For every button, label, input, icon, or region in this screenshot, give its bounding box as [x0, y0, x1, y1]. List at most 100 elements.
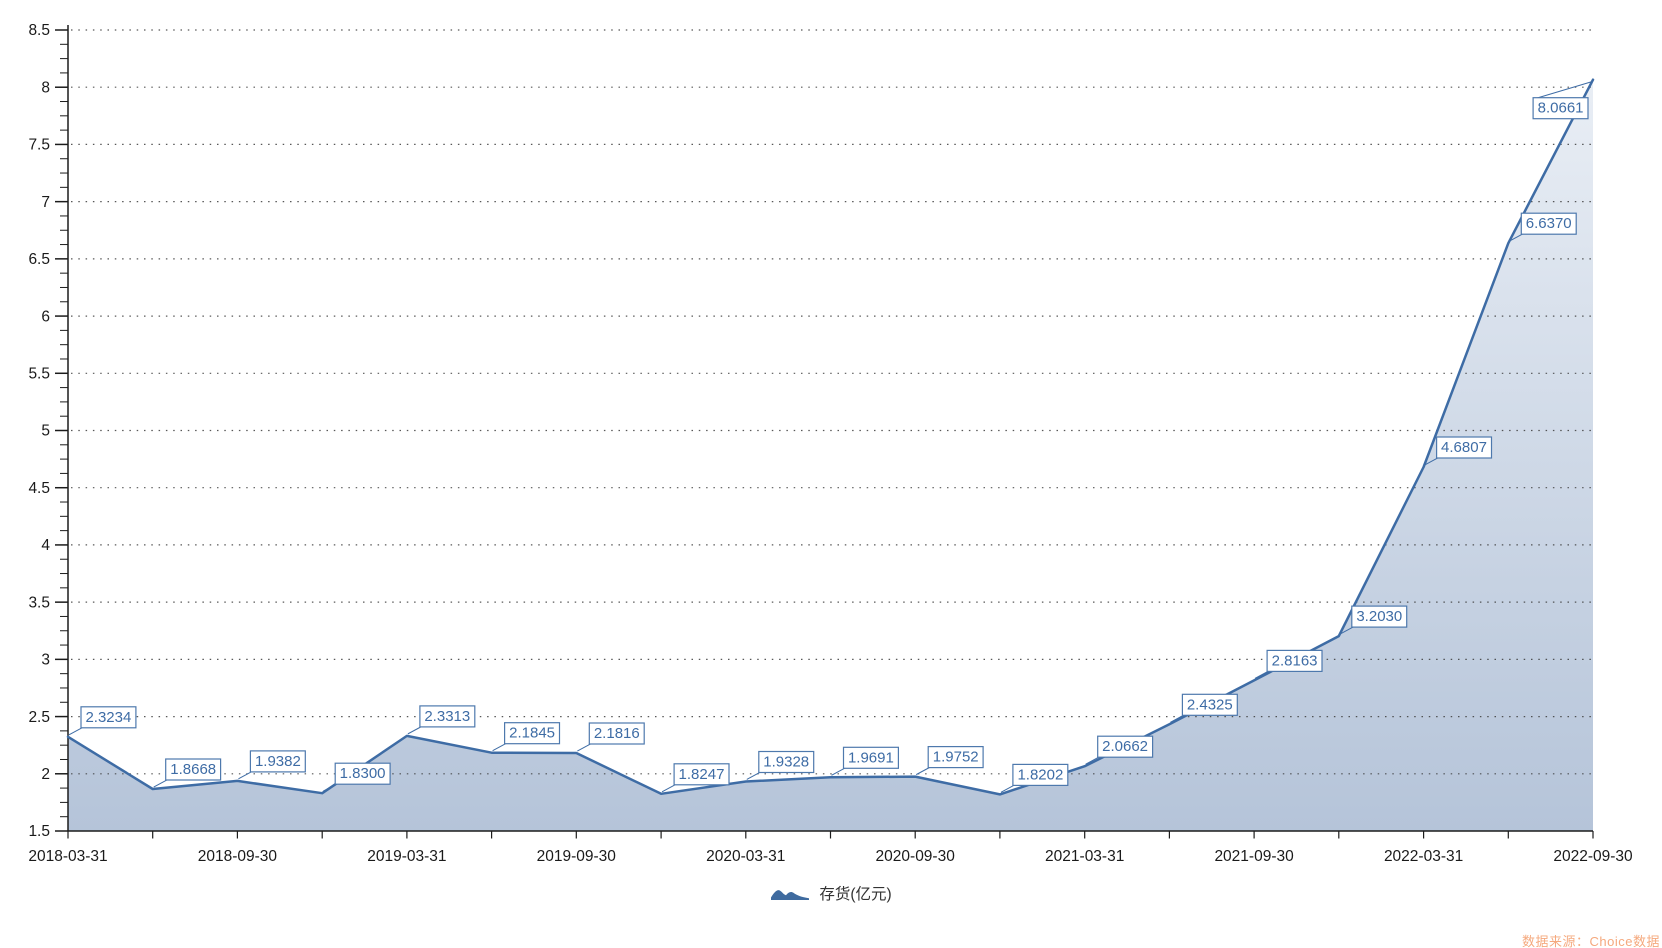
legend-item-inventory[interactable]: 存货(亿元)	[770, 882, 892, 904]
data-point-label-text: 8.0661	[1538, 100, 1584, 117]
axes: 1.5 2 2.5 3 3.5 4 4.5 5 5.5 6 6.5 7 7.5 8 8.5 2018-03-3…	[28, 22, 1633, 865]
label-leader-line	[1000, 784, 1015, 793]
data-point-label-text: 1.9328	[763, 754, 809, 771]
label-leader-line	[746, 772, 761, 780]
data-point-label: 2.8163	[1254, 649, 1323, 679]
x-axis-tick-label: 2019-03-31	[367, 848, 446, 865]
data-point-label-box	[1351, 605, 1408, 628]
label-leader-line	[153, 779, 167, 788]
y-axis-tick-label: 4	[41, 537, 50, 554]
data-point-label: 4.6807	[1424, 436, 1493, 466]
data-point-label: 1.8300	[322, 762, 391, 792]
label-leader-line	[577, 743, 591, 752]
data-point-label: 1.9752	[915, 745, 984, 776]
legend-label: 存货(亿元)	[819, 886, 892, 903]
data-point-label: 1.8668	[153, 758, 222, 788]
label-leader-line	[1085, 756, 1099, 765]
x-axis-tick-label: 2018-09-30	[198, 848, 278, 865]
label-leader-line	[831, 767, 845, 776]
data-point-label-text: 2.3313	[424, 708, 470, 725]
data-point-label-box	[1012, 763, 1069, 787]
data-point-label-box	[1266, 649, 1323, 673]
data-point-label-text: 2.8163	[1272, 652, 1318, 669]
data-point-label: 6.6370	[1509, 212, 1577, 242]
label-leader-line	[915, 767, 930, 776]
y-axis-tick-label: 4.5	[28, 480, 50, 497]
data-point-label: 1.9328	[746, 750, 815, 780]
label-leader-line	[1170, 714, 1184, 723]
data-point-label-text: 1.8202	[1017, 766, 1063, 783]
label-leader-line	[1339, 626, 1354, 635]
data-point-label-text: 1.9382	[255, 753, 301, 770]
series-area	[68, 79, 1593, 831]
data-point-label: 2.3234	[68, 706, 137, 736]
data-point-label-box	[1435, 436, 1493, 459]
x-axis-tick-label: 2018-03-31	[28, 848, 107, 865]
y-axis-tick-label: 6	[41, 308, 50, 325]
area-series-icon	[771, 889, 810, 900]
y-axis-tick-label: 6.5	[28, 251, 50, 268]
y-axis-tick-label: 5	[41, 423, 50, 440]
data-point-label-text: 6.6370	[1526, 215, 1572, 232]
label-leader-line	[1254, 670, 1269, 679]
data-point-label-box	[588, 722, 645, 745]
data-point-label-text: 1.8300	[340, 765, 386, 782]
data-point-label-text: 1.9752	[933, 749, 979, 766]
series-line	[66, 78, 1595, 796]
data-point-label: 1.8247	[661, 763, 730, 793]
data-point-label: 2.4325	[1170, 693, 1238, 723]
data-point-label: 2.3313	[407, 705, 476, 735]
data-point-label: 1.9691	[831, 746, 900, 776]
y-axis-tick-label: 7	[41, 194, 50, 211]
y-axis-tick-label: 3	[41, 652, 50, 669]
x-axis-tick-label: 2021-09-30	[1214, 848, 1294, 865]
data-point-label-box	[758, 750, 815, 774]
data-point-label-box	[1532, 97, 1589, 120]
data-point-label-box	[673, 763, 730, 786]
data-point-label: 1.9382	[238, 750, 306, 780]
label-leader-line	[1509, 233, 1523, 242]
data-point-label-text: 2.4325	[1187, 696, 1233, 713]
data-point-label-box	[80, 706, 137, 729]
y-axis-tick-label: 7.5	[28, 137, 50, 154]
y-axis-tick-label: 1.5	[28, 823, 50, 840]
y-axis-tick-label: 2.5	[28, 709, 50, 726]
data-point-label-text: 1.9691	[848, 749, 894, 766]
data-point-label-box	[927, 745, 984, 769]
data-point-label-text: 1.8668	[170, 761, 216, 778]
x-axis-tick-label: 2020-09-30	[876, 848, 956, 865]
data-point-label-box	[842, 746, 900, 769]
x-axis-tick-label: 2020-03-31	[706, 848, 785, 865]
legend: 存货(亿元)	[0, 882, 1662, 904]
label-leader-line	[492, 743, 506, 752]
y-axis-tick-label: 5.5	[28, 365, 50, 382]
data-point-label-box	[165, 758, 222, 781]
data-point-label-text: 2.3234	[85, 709, 131, 726]
data-point-label: 2.0662	[1085, 735, 1154, 765]
label-leader-line	[661, 784, 676, 793]
data-point-label-box	[1181, 693, 1238, 716]
data-point-label: 2.1845	[492, 722, 561, 752]
label-leader-line	[322, 783, 337, 792]
y-axis-tick-label: 8	[41, 79, 50, 96]
data-point-label-text: 2.0662	[1102, 738, 1148, 755]
data-point-label-text: 3.2030	[1356, 608, 1402, 625]
data-point-label-text: 2.1816	[594, 725, 640, 742]
data-point-label-box	[1097, 735, 1154, 758]
x-axis-tick-label: 2021-03-31	[1045, 848, 1124, 865]
data-point-label: 3.2030	[1339, 605, 1408, 635]
data-point-label-box	[249, 750, 306, 773]
data-point-label: 1.8202	[1000, 763, 1069, 793]
x-axis-tick-label: 2022-03-31	[1384, 848, 1463, 865]
label-leader-line	[238, 771, 252, 780]
data-point-label-box	[419, 705, 476, 728]
plot-area[interactable]	[68, 25, 1593, 831]
data-point-label-text: 1.8247	[679, 766, 725, 783]
x-axis-tick-label: 2019-09-30	[537, 848, 617, 865]
data-point-label: 8.0661	[1532, 81, 1593, 120]
x-axis-tick-label: 2022-09-30	[1553, 848, 1633, 865]
y-axis-tick-label: 3.5	[28, 594, 50, 611]
data-point-label-box	[1520, 212, 1577, 235]
data-point-label-box	[504, 722, 561, 745]
